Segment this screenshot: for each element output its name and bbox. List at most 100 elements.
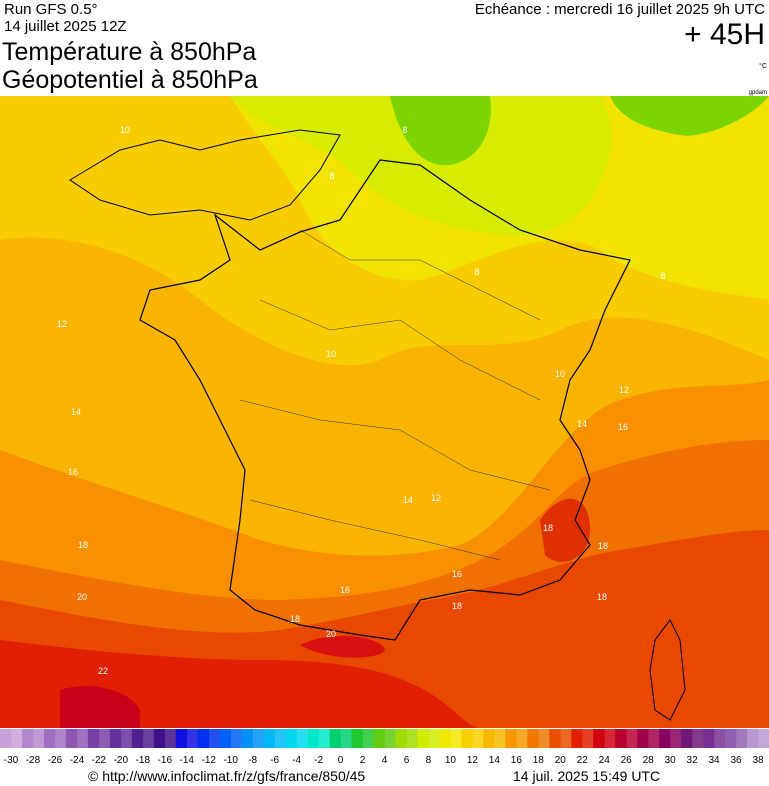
contour-label: 18 xyxy=(598,541,608,551)
contour-label: 14 xyxy=(403,495,413,505)
contour-label: 20 xyxy=(326,629,336,639)
run: Run GFS 0.5° xyxy=(4,1,98,18)
colorbar-cell xyxy=(186,729,199,748)
valid-time: Echéance : mercredi 16 juillet 2025 9h U… xyxy=(475,1,765,18)
colorbar-cell xyxy=(637,729,649,748)
colorbar-cell xyxy=(626,729,638,748)
colorbar-cell xyxy=(307,729,319,748)
contour-label: 18 xyxy=(452,601,462,611)
colorbar-label: 24 xyxy=(599,755,611,766)
colorbar-cell xyxy=(703,729,715,748)
colorbar-cell xyxy=(329,729,341,748)
colorbar-cell xyxy=(241,729,253,748)
field xyxy=(300,635,385,658)
colorbar-label: 6 xyxy=(404,755,410,766)
contour-label: 10 xyxy=(120,125,130,135)
colorbar-label: -30 xyxy=(4,755,19,766)
colorbar-cell xyxy=(76,729,89,748)
colorbar-cell xyxy=(208,729,221,748)
colorbar-label: 22 xyxy=(577,755,589,766)
contour-label: 18 xyxy=(78,540,88,550)
colorbar-cell xyxy=(582,729,594,748)
colorbar-label: -26 xyxy=(48,755,63,766)
contour-label: 14 xyxy=(577,419,587,429)
contour-label: 10 xyxy=(555,369,565,379)
colorbar-cell xyxy=(164,729,177,748)
colorbar-cell xyxy=(384,729,396,748)
colorbar-cell xyxy=(538,729,550,748)
colorbar-cell xyxy=(417,729,429,748)
colorbar-cell xyxy=(153,729,166,748)
contour-label: 16 xyxy=(452,569,462,579)
colorbar-label: -28 xyxy=(26,755,41,766)
colorbar-label: 18 xyxy=(533,755,545,766)
colorbar-label: 38 xyxy=(752,755,764,766)
colorbar-label: 32 xyxy=(687,755,699,766)
border xyxy=(239,229,551,561)
map xyxy=(0,96,769,728)
colorbar-cell xyxy=(747,729,759,748)
contour-label: 18 xyxy=(597,592,607,602)
unit: °C xyxy=(759,62,767,70)
colorbar-label: 34 xyxy=(709,755,721,766)
colorbar-label: 14 xyxy=(489,755,501,766)
colorbar-label: 36 xyxy=(730,755,742,766)
colorbar-cell xyxy=(219,729,231,748)
colorbar-cell xyxy=(549,729,561,748)
colorbar-label: -14 xyxy=(180,755,195,766)
colorbar-cell xyxy=(373,729,385,748)
colorbar-cell xyxy=(351,729,363,748)
colorbar-label: -22 xyxy=(92,755,107,766)
colorbar-label: 26 xyxy=(621,755,633,766)
colorbar-cell xyxy=(593,729,605,748)
colorbar-cell xyxy=(527,729,539,748)
colorbar-cell xyxy=(285,729,297,748)
colorbar-cell xyxy=(197,729,210,748)
colorbar-cell xyxy=(736,729,748,748)
source-url: © http://www.infoclimat.fr/z/gfs/france/… xyxy=(88,768,365,784)
colorbar-cell xyxy=(461,729,473,748)
colorbar-cell xyxy=(274,729,286,748)
colorbar-cell xyxy=(494,729,506,748)
field xyxy=(610,96,769,136)
colorbar-label: 4 xyxy=(382,755,388,766)
contour-label: 16 xyxy=(340,585,350,595)
colorbar-cell xyxy=(131,729,144,748)
contour-label: 8 xyxy=(474,267,479,277)
colorbar-cell xyxy=(406,729,418,748)
colorbar-cell xyxy=(571,729,583,748)
title: Géopotentiel à 850hPa xyxy=(2,66,258,94)
contour-label: 10 xyxy=(326,349,336,359)
contour-label: 22 xyxy=(98,666,108,676)
coastline xyxy=(139,159,631,641)
colorbar-cell xyxy=(0,729,12,748)
colorbar-cell xyxy=(21,729,34,748)
colorbar-cell xyxy=(659,729,671,748)
contour-label: 20 xyxy=(77,592,87,602)
colorbar-cell xyxy=(296,729,308,748)
timestamp: 14 juil. 2025 15:49 UTC xyxy=(513,768,660,784)
colorbar-cell xyxy=(692,729,704,748)
colorbar-cell xyxy=(483,729,495,748)
colorbar-cell xyxy=(43,729,56,748)
colorbar-cell xyxy=(648,729,660,748)
colorbar-cell xyxy=(318,729,330,748)
contour-label: 12 xyxy=(619,385,629,395)
lead-time: + 45H xyxy=(684,18,765,51)
colorbar-cell xyxy=(175,729,188,748)
colorbar-label: 16 xyxy=(511,755,523,766)
colorbar-cell xyxy=(516,729,528,748)
coastline xyxy=(69,129,341,221)
run-date: 14 juillet 2025 12Z xyxy=(4,18,127,35)
colorbar-cell xyxy=(505,729,517,748)
colorbar-cell xyxy=(725,729,737,748)
colorbar-label: 2 xyxy=(360,755,366,766)
colorbar-label: -8 xyxy=(248,755,257,766)
contour-label: 8 xyxy=(329,171,334,181)
colorbar-cell xyxy=(615,729,627,748)
contour-label: 12 xyxy=(57,319,67,329)
field xyxy=(390,96,491,166)
colorbar-label: -2 xyxy=(314,755,323,766)
colorbar-cell xyxy=(98,729,111,748)
